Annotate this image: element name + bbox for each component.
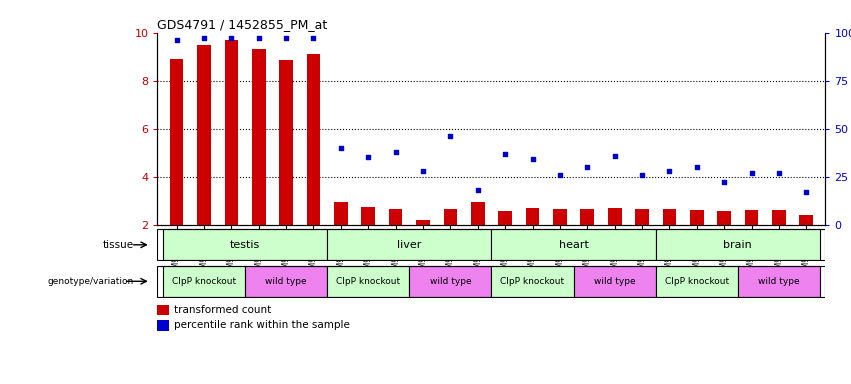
Bar bbox=[580, 209, 594, 225]
Text: wild type: wild type bbox=[594, 277, 636, 286]
Bar bbox=[225, 40, 238, 225]
Point bbox=[170, 37, 184, 43]
Text: percentile rank within the sample: percentile rank within the sample bbox=[174, 320, 350, 330]
Text: tissue: tissue bbox=[103, 240, 134, 250]
Point bbox=[334, 145, 348, 151]
Bar bbox=[389, 209, 403, 225]
FancyBboxPatch shape bbox=[163, 266, 245, 297]
Bar bbox=[443, 209, 457, 225]
Text: testis: testis bbox=[230, 240, 260, 250]
FancyBboxPatch shape bbox=[245, 266, 327, 297]
FancyBboxPatch shape bbox=[492, 266, 574, 297]
Text: heart: heart bbox=[558, 240, 589, 250]
Text: wild type: wild type bbox=[430, 277, 471, 286]
Bar bbox=[499, 212, 512, 225]
Point bbox=[580, 164, 594, 170]
Text: ClpP knockout: ClpP knockout bbox=[172, 277, 236, 286]
Bar bbox=[772, 210, 785, 225]
FancyBboxPatch shape bbox=[574, 266, 656, 297]
Bar bbox=[663, 209, 677, 225]
Text: wild type: wild type bbox=[758, 277, 800, 286]
FancyBboxPatch shape bbox=[656, 229, 820, 260]
Point bbox=[197, 35, 211, 41]
Point bbox=[635, 172, 648, 178]
Bar bbox=[157, 320, 169, 331]
Bar bbox=[799, 215, 814, 225]
Bar bbox=[745, 210, 758, 225]
Text: transformed count: transformed count bbox=[174, 305, 271, 315]
Bar bbox=[635, 209, 648, 225]
FancyBboxPatch shape bbox=[163, 229, 327, 260]
Bar bbox=[252, 50, 266, 225]
Text: genotype/variation: genotype/variation bbox=[48, 277, 134, 286]
Bar bbox=[416, 220, 430, 225]
Point bbox=[526, 156, 540, 162]
Point bbox=[553, 172, 567, 178]
Point bbox=[717, 179, 731, 185]
FancyBboxPatch shape bbox=[492, 229, 656, 260]
FancyBboxPatch shape bbox=[327, 229, 492, 260]
Point bbox=[443, 133, 457, 139]
Point bbox=[663, 168, 677, 174]
FancyBboxPatch shape bbox=[738, 266, 820, 297]
Point bbox=[772, 170, 785, 176]
Bar bbox=[362, 207, 375, 225]
Point bbox=[471, 187, 484, 193]
Text: ClpP knockout: ClpP knockout bbox=[336, 277, 400, 286]
Text: liver: liver bbox=[397, 240, 421, 250]
Point bbox=[225, 35, 238, 41]
Bar bbox=[334, 202, 348, 225]
Point bbox=[416, 168, 430, 174]
Point bbox=[499, 151, 512, 157]
Bar bbox=[553, 209, 567, 225]
Point bbox=[389, 149, 403, 155]
Text: GDS4791 / 1452855_PM_at: GDS4791 / 1452855_PM_at bbox=[157, 18, 328, 31]
FancyBboxPatch shape bbox=[409, 266, 492, 297]
Point bbox=[252, 35, 266, 41]
Text: ClpP knockout: ClpP knockout bbox=[665, 277, 728, 286]
Text: ClpP knockout: ClpP knockout bbox=[500, 277, 564, 286]
Point bbox=[608, 152, 621, 159]
Text: wild type: wild type bbox=[266, 277, 307, 286]
FancyBboxPatch shape bbox=[656, 266, 738, 297]
Bar bbox=[526, 208, 540, 225]
Point bbox=[306, 35, 320, 41]
Point bbox=[362, 154, 375, 161]
Bar bbox=[157, 305, 169, 315]
Bar bbox=[608, 208, 621, 225]
Bar bbox=[169, 59, 184, 225]
Bar bbox=[279, 60, 293, 225]
Point bbox=[799, 189, 813, 195]
Text: brain: brain bbox=[723, 240, 752, 250]
Bar bbox=[197, 45, 211, 225]
Bar bbox=[306, 54, 320, 225]
Bar bbox=[471, 202, 484, 225]
Bar bbox=[690, 210, 704, 225]
Point bbox=[690, 164, 704, 170]
Point bbox=[745, 170, 758, 176]
Point bbox=[279, 35, 293, 41]
Bar bbox=[717, 212, 731, 225]
FancyBboxPatch shape bbox=[327, 266, 409, 297]
